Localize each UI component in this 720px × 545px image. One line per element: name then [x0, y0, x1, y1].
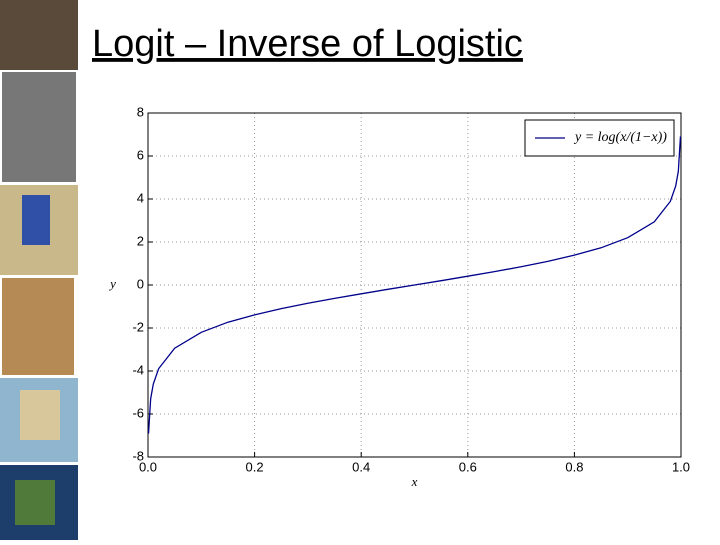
map-detail — [22, 195, 50, 245]
plot-frame — [147, 112, 682, 458]
x-tick-label: 0.2 — [246, 459, 264, 474]
y-tick-label: 8 — [137, 104, 144, 119]
globe-land — [15, 480, 55, 525]
y-tick-label: 2 — [137, 233, 144, 248]
x-tick-label: 0.8 — [565, 459, 583, 474]
y-axis-label: y — [108, 276, 116, 291]
x-tick-label: 0.0 — [139, 459, 157, 474]
y-tick-label: -6 — [132, 405, 144, 420]
y-tick-label: -2 — [132, 319, 144, 334]
side-images — [0, 0, 78, 540]
y-tick-label: 0 — [137, 276, 144, 291]
grid-image — [0, 0, 78, 70]
y-tick-label: -4 — [132, 362, 144, 377]
slide-title: Logit – Inverse of Logistic — [92, 23, 523, 65]
tablet-image — [2, 72, 76, 182]
x-tick-label: 0.6 — [459, 459, 477, 474]
y-tick-label: 6 — [137, 147, 144, 162]
line-series — [147, 136, 682, 434]
x-axis-label: x — [411, 474, 418, 489]
x-tick-label: 0.4 — [352, 459, 370, 474]
parchment-image — [2, 278, 74, 375]
legend-label: y = log(x/(1−x)) — [573, 130, 667, 145]
greece-land — [20, 390, 60, 440]
x-tick-label: 1.0 — [672, 459, 690, 474]
y-tick-label: -8 — [132, 448, 144, 463]
y-tick-label: 4 — [137, 190, 144, 205]
